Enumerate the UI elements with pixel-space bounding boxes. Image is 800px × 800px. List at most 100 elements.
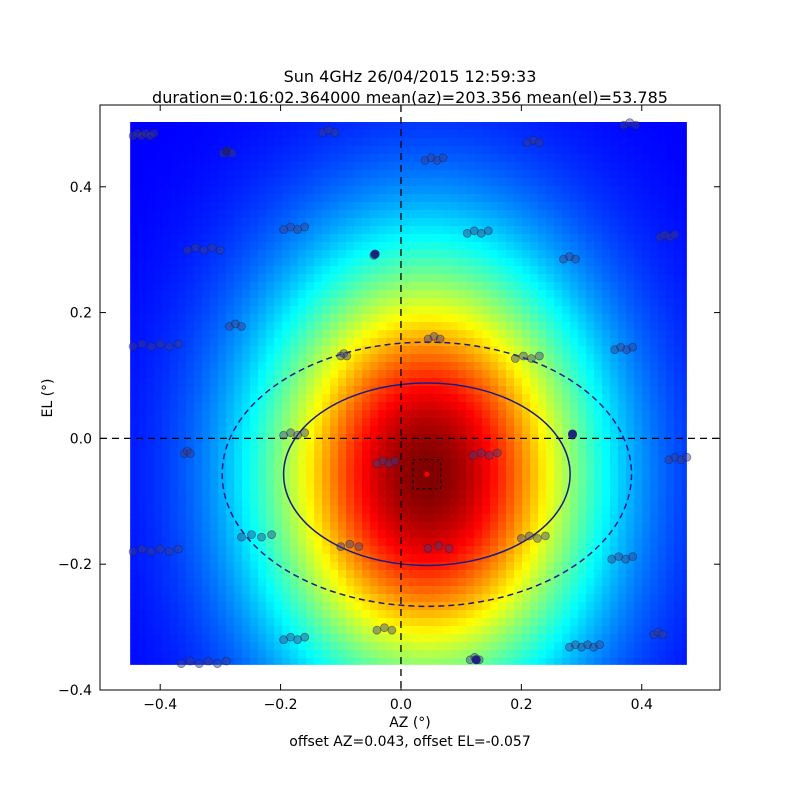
heat-cell: [522, 122, 531, 131]
heat-cell: [674, 514, 683, 523]
heat-cell: [378, 514, 387, 523]
heat-cell: [306, 530, 315, 539]
heat-cell: [594, 250, 603, 259]
heat-cell: [338, 226, 347, 235]
heat-cell: [474, 410, 483, 419]
heat-cell: [466, 218, 475, 227]
heat-cell: [322, 338, 331, 347]
heat-cell: [290, 522, 299, 531]
heat-cell: [146, 290, 155, 299]
heat-cell: [506, 570, 515, 579]
heat-cell: [130, 306, 139, 315]
heat-cell: [538, 162, 547, 171]
heat-cell: [506, 474, 515, 483]
heat-cell: [586, 370, 595, 379]
heat-cell: [506, 130, 515, 139]
heat-cell: [266, 626, 275, 635]
heat-cell: [154, 298, 163, 307]
heat-cell: [482, 186, 491, 195]
heat-cell: [186, 546, 195, 555]
heat-cell: [154, 418, 163, 427]
heat-cell: [594, 298, 603, 307]
heat-cell: [674, 290, 683, 299]
heat-cell: [346, 498, 355, 507]
heat-cell: [682, 642, 687, 651]
heat-cell: [338, 266, 347, 275]
heat-cell: [530, 658, 539, 665]
heat-cell: [682, 346, 687, 355]
heat-cell: [426, 386, 435, 395]
heat-cell: [498, 458, 507, 467]
heat-cell: [298, 170, 307, 179]
heat-cell: [394, 306, 403, 315]
heat-cell: [330, 130, 339, 139]
heat-cell: [322, 538, 331, 547]
heat-cell: [618, 474, 627, 483]
heat-cell: [514, 274, 523, 283]
heat-cell: [306, 602, 315, 611]
heat-cell: [210, 562, 219, 571]
heat-cell: [530, 250, 539, 259]
heat-cell: [618, 234, 627, 243]
heat-cell: [234, 314, 243, 323]
heat-cell: [402, 186, 411, 195]
heat-cell: [130, 234, 139, 243]
heat-cell: [562, 538, 571, 547]
heat-cell: [642, 594, 651, 603]
heat-cell: [538, 186, 547, 195]
heat-cell: [162, 586, 171, 595]
heat-cell: [162, 602, 171, 611]
heat-cell: [210, 282, 219, 291]
heat-cell: [610, 410, 619, 419]
heat-cell: [234, 626, 243, 635]
heat-cell: [434, 570, 443, 579]
heat-cell: [674, 410, 683, 419]
heat-cell: [242, 490, 251, 499]
heat-cell: [194, 570, 203, 579]
heat-cell: [658, 466, 667, 475]
heat-cell: [250, 418, 259, 427]
heat-cell: [162, 418, 171, 427]
heat-cell: [298, 266, 307, 275]
heat-cell: [362, 146, 371, 155]
heat-cell: [378, 322, 387, 331]
heat-cell: [322, 282, 331, 291]
heat-cell: [218, 626, 227, 635]
heat-cell: [338, 282, 347, 291]
heat-cell: [634, 554, 643, 563]
heat-cell: [402, 642, 411, 651]
heat-cell: [194, 394, 203, 403]
heat-cell: [586, 514, 595, 523]
heat-cell: [162, 594, 171, 603]
scan-point: [221, 656, 231, 666]
heat-cell: [482, 642, 491, 651]
heat-cell: [354, 578, 363, 587]
heat-cell: [458, 394, 467, 403]
heat-cell: [418, 210, 427, 219]
heat-cell: [274, 482, 283, 491]
heat-cell: [426, 170, 435, 179]
heat-cell: [426, 138, 435, 147]
heat-cell: [666, 474, 675, 483]
heat-cell: [386, 138, 395, 147]
heat-cell: [546, 522, 555, 531]
heat-cell: [498, 442, 507, 451]
heat-cell: [306, 322, 315, 331]
heat-cell: [378, 498, 387, 507]
heat-cell: [330, 138, 339, 147]
heat-cell: [146, 218, 155, 227]
heat-cell: [634, 458, 643, 467]
heat-cell: [178, 450, 187, 459]
heat-cell: [666, 490, 675, 499]
heat-cell: [658, 178, 667, 187]
heat-cell: [514, 570, 523, 579]
heat-cell: [154, 338, 163, 347]
heat-cell: [514, 578, 523, 587]
heat-cell: [186, 314, 195, 323]
scan-points: [128, 118, 692, 668]
heat-cell: [330, 330, 339, 339]
heat-cell: [298, 354, 307, 363]
heat-cell: [626, 322, 635, 331]
heat-cell: [170, 498, 179, 507]
heat-cell: [642, 130, 651, 139]
